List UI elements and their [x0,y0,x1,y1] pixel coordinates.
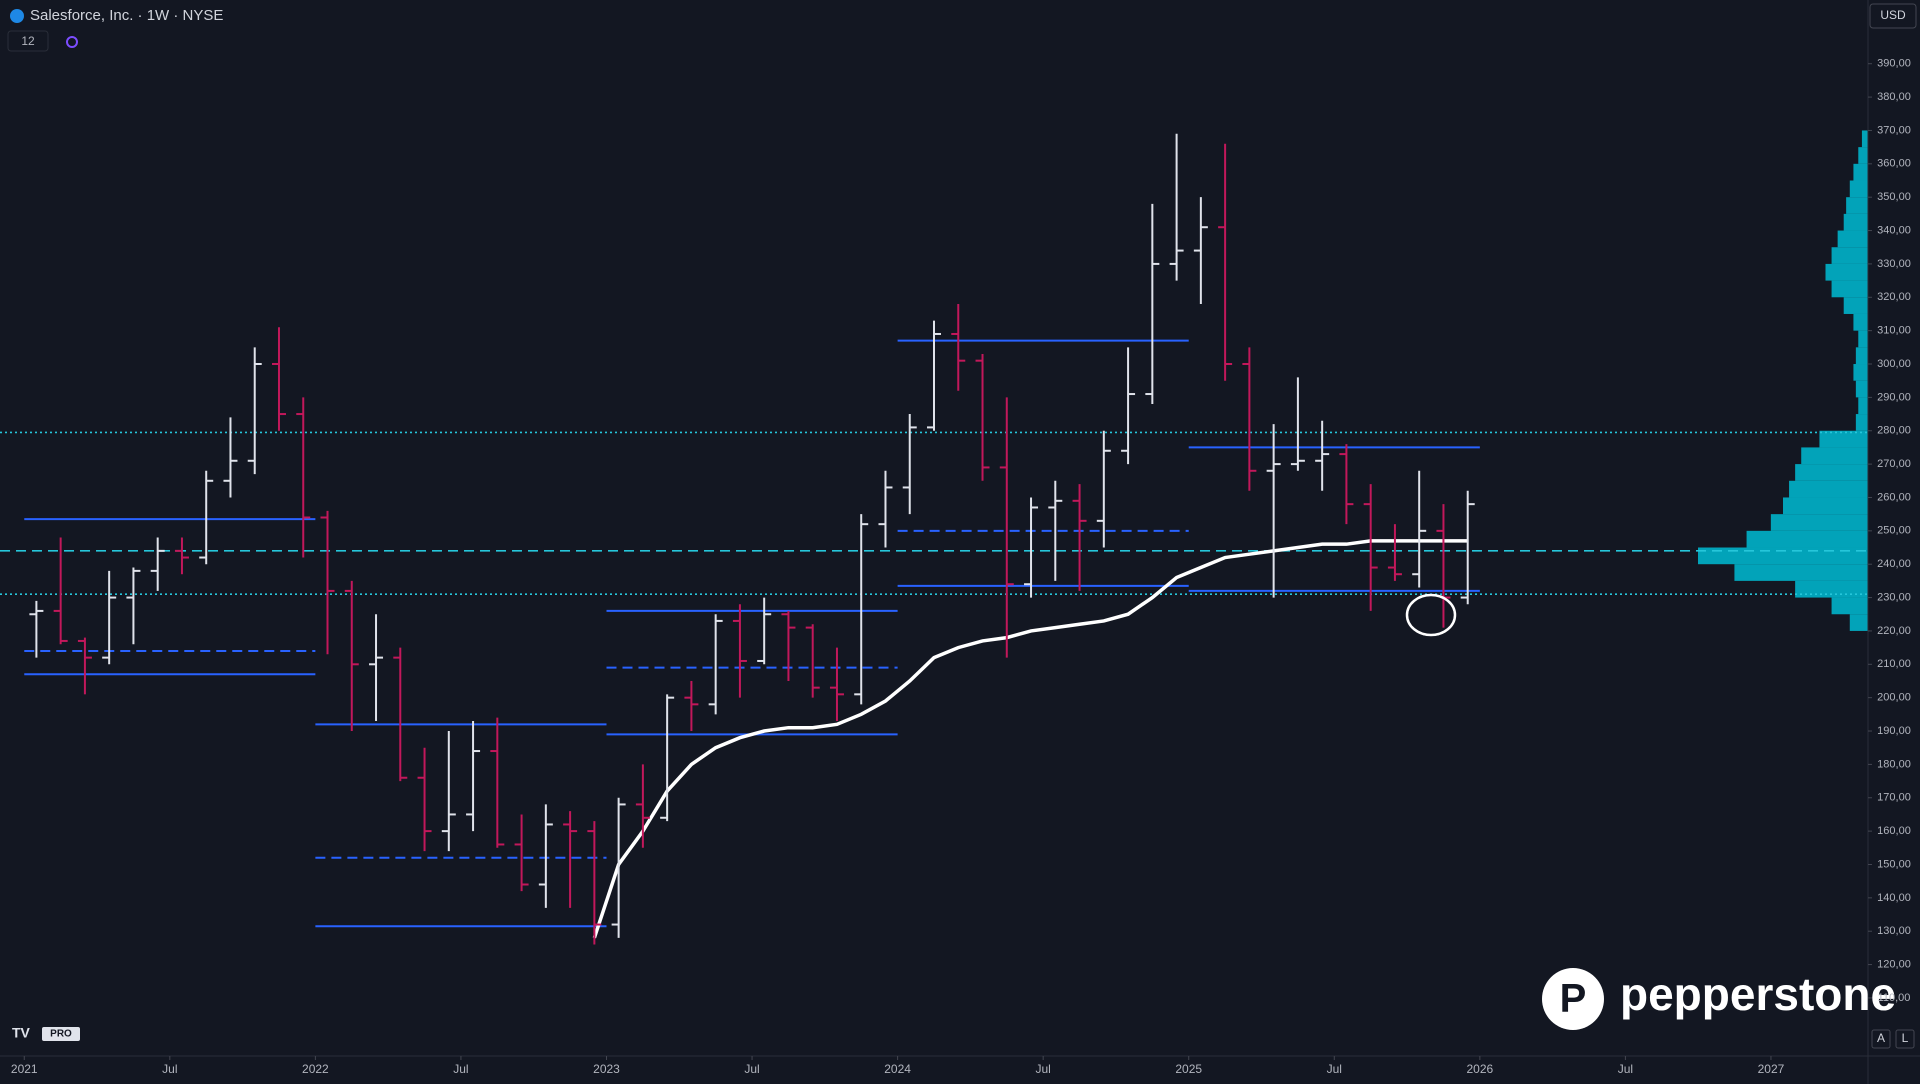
volume-profile-bar [1831,597,1868,615]
volume-profile-bar [1849,614,1868,631]
volume-profile-bar [1801,447,1868,465]
volume-profile-bar [1858,147,1868,164]
volume-profile-bar [1853,313,1868,331]
y-tick-label: 310,00 [1877,325,1911,337]
y-tick-label: 250,00 [1877,525,1911,537]
tv-logo: TV [12,1025,31,1041]
x-tick-label: 2023 [593,1062,620,1076]
x-tick-label: Jul [453,1062,468,1076]
y-tick-label: 340,00 [1877,224,1911,236]
y-tick-label: 270,00 [1877,458,1911,470]
x-tick-label: Jul [1327,1062,1342,1076]
brand-icon-letter: P [1560,977,1587,1021]
x-tick-label: Jul [744,1062,759,1076]
volume-profile-bar [1770,514,1868,531]
y-tick-label: 200,00 [1877,692,1911,704]
badge: PRO [50,1029,72,1040]
y-tick-label: 210,00 [1877,658,1911,670]
y-tick-label: 330,00 [1877,258,1911,270]
volume-profile-bar [1831,280,1868,298]
brand-logo: P pepperstone [1542,968,1896,1030]
scale-button-label[interactable]: L [1902,1031,1909,1045]
volume-profile-bar [1825,263,1868,281]
y-tick-label: 380,00 [1877,91,1911,103]
volume-profile-bar [1843,297,1868,314]
y-tick-label: 260,00 [1877,491,1911,503]
indicators-toggle[interactable] [7,30,49,52]
scale-button[interactable] [1895,1029,1915,1049]
volume-profile-bar [1846,197,1868,214]
x-tick-label: 2025 [1175,1062,1202,1076]
y-tick-label: 120,00 [1877,958,1911,970]
y-tick-label: 390,00 [1877,58,1911,70]
volume-profile-bar [1795,580,1868,598]
y-tick-label: 290,00 [1877,391,1911,403]
currency-label[interactable]: USD [1880,8,1906,22]
y-tick-label: 130,00 [1877,925,1911,937]
volume-profile-bar [1698,547,1868,565]
x-tick-label: 2021 [11,1062,38,1076]
scale-button-label[interactable]: A [1877,1031,1885,1045]
volume-profile-bar [1795,464,1868,481]
volume-profile-bar [1858,397,1868,415]
volume-profile-bar [1734,564,1868,581]
x-tick-label: Jul [1618,1062,1633,1076]
y-tick-label: 320,00 [1877,291,1911,303]
symbol-title[interactable]: Salesforce, Inc. · 1W · NYSE [30,7,223,24]
volume-profile-bar [1843,213,1868,231]
y-tick-label: 370,00 [1877,124,1911,136]
currency-button[interactable] [1869,3,1917,29]
y-tick-label: 160,00 [1877,825,1911,837]
x-tick-label: 2024 [884,1062,911,1076]
brand-icon [1542,968,1604,1030]
y-tick-label: 300,00 [1877,358,1911,370]
volume-profile-bar [1849,180,1868,198]
vwap-line [592,539,1468,939]
plot-area [0,130,1868,945]
symbol-logo [10,9,24,23]
highlight-circle [1405,593,1457,637]
y-tick-label: 180,00 [1877,758,1911,770]
volume-profile-bar [1855,414,1868,431]
volume-profile-bar [1855,380,1868,398]
indicator-count[interactable]: 12 [21,34,35,48]
y-tick-label: 280,00 [1877,425,1911,437]
volume-profile-bar [1855,347,1868,365]
volume-profile-bar [1861,130,1868,148]
y-tick-label: 240,00 [1877,558,1911,570]
indicator-icon [66,36,78,48]
x-tick-label: Jul [162,1062,177,1076]
y-tick-label: 230,00 [1877,591,1911,603]
volume-profile-bar [1746,530,1868,548]
y-tick-label: 360,00 [1877,158,1911,170]
x-tick-label: 2027 [1758,1062,1785,1076]
volume-profile-bar [1783,497,1868,515]
y-tick-label: 190,00 [1877,725,1911,737]
x-tick-label: 2026 [1466,1062,1493,1076]
y-tick-label: 140,00 [1877,892,1911,904]
scale-button[interactable] [1871,1029,1891,1049]
y-tick-label: 170,00 [1877,792,1911,804]
x-tick-label: 2022 [302,1062,329,1076]
y-tick-label: 220,00 [1877,625,1911,637]
volume-profile-bar [1831,247,1868,264]
y-tick-label: 350,00 [1877,191,1911,203]
volume-profile-bar [1853,163,1868,181]
volume-profile-bar [1819,430,1868,448]
volume-profile-bar [1858,330,1868,348]
volume-profile-bar [1789,480,1868,498]
volume-profile-bar [1837,230,1868,248]
x-tick-label: Jul [1035,1062,1050,1076]
y-tick-label: 110,00 [1878,992,1911,1004]
y-tick-label: 150,00 [1877,858,1911,870]
brand-name: pepperstone [1620,968,1896,1020]
badge-box [42,1027,80,1041]
volume-profile-bar [1853,364,1868,381]
